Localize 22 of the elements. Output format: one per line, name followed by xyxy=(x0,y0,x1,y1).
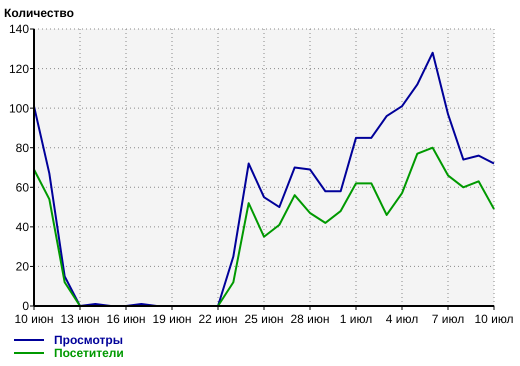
y-tick-label: 40 xyxy=(16,220,30,234)
y-tick-label: 60 xyxy=(16,180,30,194)
y-tick-label: 100 xyxy=(8,101,30,116)
x-tick-label: 25 июн xyxy=(244,312,284,326)
legend-label: Посетители xyxy=(54,346,124,360)
y-tick-label: 120 xyxy=(8,62,30,76)
x-tick-label: 7 июл xyxy=(432,312,464,326)
y-tick-label: 80 xyxy=(16,140,30,155)
x-tick-label: 13 июн xyxy=(60,312,100,326)
x-tick-label: 1 июл xyxy=(340,312,372,326)
x-tick-label: 10 июн xyxy=(14,312,54,326)
x-tick-label: 22 июн xyxy=(198,312,238,326)
y-axis-title: Количество xyxy=(4,6,74,20)
y-tick-label: 0 xyxy=(22,299,30,314)
x-tick-label: 28 июн xyxy=(290,312,330,326)
x-tick-label: 4 июл xyxy=(386,312,418,326)
y-tick-label: 140 xyxy=(8,22,30,36)
x-tick-label: 10 июл xyxy=(474,312,514,326)
legend-label: Просмотры xyxy=(54,333,124,348)
x-tick-label: 19 июн xyxy=(152,312,192,326)
y-tick-label: 20 xyxy=(16,260,30,274)
x-tick-label: 16 июн xyxy=(106,312,146,326)
